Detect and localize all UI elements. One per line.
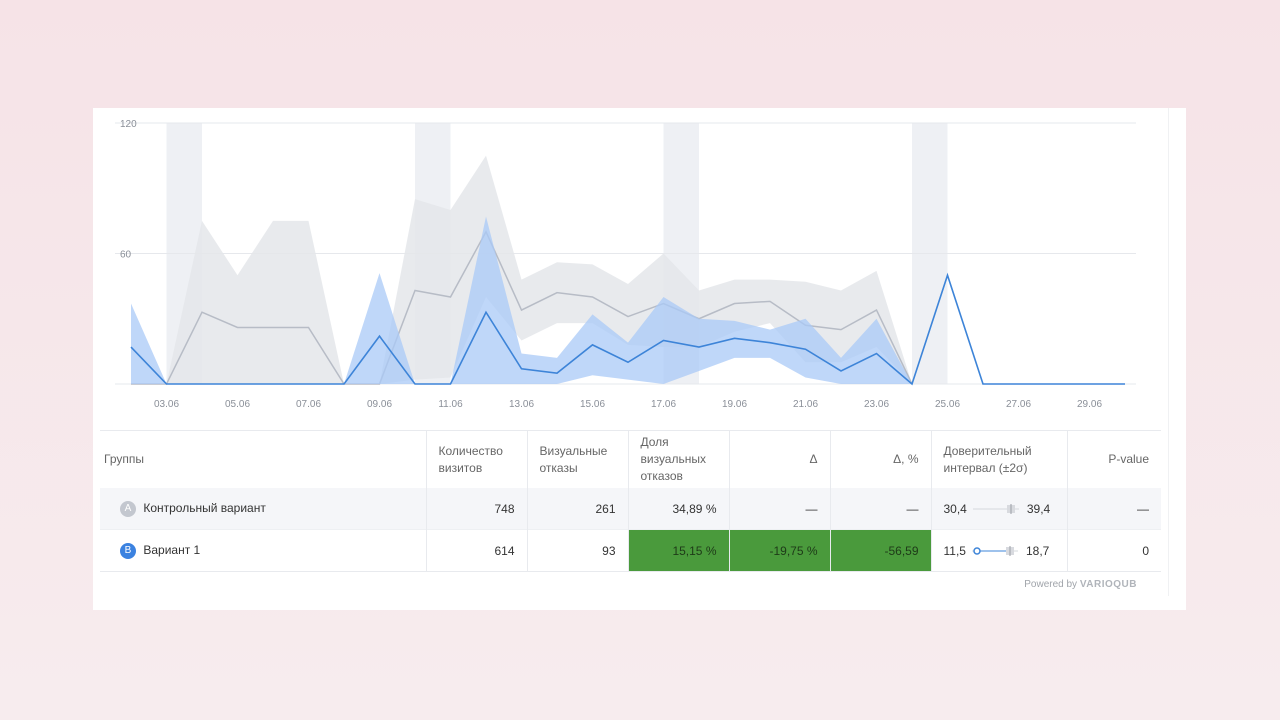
delta-pct-cell: -56,59	[830, 529, 932, 572]
variant-name: Вариант 1	[143, 542, 201, 557]
ci-high: 18,7	[1025, 543, 1050, 558]
x-tick-label: 09.06	[367, 399, 392, 408]
y-tick-label: 120	[120, 119, 137, 130]
table-header-row: Группы Количество визитов Визуальные отк…	[100, 430, 1161, 488]
ci-low: 30,4	[943, 501, 967, 516]
header-delta-pct[interactable]: Δ, %	[830, 430, 932, 488]
powered-by[interactable]: Powered by VARIOQUB	[1024, 579, 1137, 590]
visits-cell: 748	[426, 488, 528, 530]
ci-cell: 30,4 39,4	[931, 488, 1068, 530]
x-tick-label: 03.06	[154, 399, 179, 408]
bounces-cell: 261	[527, 488, 629, 530]
ci-range-icon	[971, 545, 1018, 556]
bounce-chart: 120 60 03.06 05.06 07.06 09.06 11.06 13.06 15.06…	[115, 119, 1136, 408]
header-delta[interactable]: Δ	[729, 430, 831, 488]
x-tick-label: 17.06	[651, 399, 676, 408]
brand-logo: VARIOQUB	[1079, 579, 1137, 590]
header-visits[interactable]: Количество визитов	[426, 430, 528, 488]
report-card: 120 60 03.06 05.06 07.06 09.06 11.06 13.06 15.06…	[93, 108, 1186, 610]
x-tick-label: 15.06	[580, 399, 605, 408]
ci-range-icon	[972, 503, 1019, 514]
x-tick-label: 13.06	[509, 399, 534, 408]
x-tick-label: 27.06	[1006, 399, 1031, 408]
x-tick-label: 05.06	[225, 399, 250, 408]
table-row[interactable]: A Контрольный вариант 748 261 34,89 % — …	[100, 488, 1161, 530]
x-tick-label: 21.06	[793, 399, 818, 408]
table-row[interactable]: B Вариант 1 614 93 15,15 % -19,75 % -56,…	[100, 529, 1161, 572]
pvalue-cell: —	[1067, 488, 1161, 530]
variant-badge: A	[120, 500, 136, 517]
bounces-cell: 93	[527, 529, 629, 572]
ci-low: 11,5	[943, 543, 966, 558]
ci-cell: 11,5 18,7	[931, 529, 1068, 572]
header-ci[interactable]: Доверительный интервал (±2σ)	[931, 430, 1068, 488]
card-edge	[1168, 108, 1169, 596]
pvalue-cell: 0	[1067, 529, 1161, 572]
ci-high: 39,4	[1026, 501, 1051, 516]
powered-by-text: Powered by	[1024, 579, 1078, 590]
confidence-band	[131, 216, 1125, 384]
x-tick-label: 11.06	[438, 399, 463, 408]
delta-cell: -19,75 %	[729, 529, 831, 572]
variant-name: Контрольный вариант	[143, 500, 266, 515]
x-tick-label: 19.06	[722, 399, 747, 408]
y-tick-label: 60	[120, 250, 132, 261]
results-table: Группы Количество визитов Визуальные отк…	[100, 430, 1161, 572]
header-groups[interactable]: Группы	[100, 430, 427, 488]
x-tick-label: 23.06	[864, 399, 889, 408]
x-tick-label: 07.06	[296, 399, 321, 408]
visits-cell: 614	[426, 529, 528, 572]
bounce-share-cell: 34,89 %	[628, 488, 730, 530]
header-bounces[interactable]: Визуальные отказы	[527, 430, 629, 488]
delta-pct-cell: —	[830, 488, 932, 530]
bounce-share-cell: 15,15 %	[628, 529, 730, 572]
delta-cell: —	[729, 488, 831, 530]
x-tick-label: 29.06	[1077, 399, 1102, 408]
variant-badge: B	[120, 542, 136, 559]
x-tick-label: 25.06	[935, 399, 960, 408]
header-pvalue[interactable]: P-value	[1108, 452, 1149, 466]
header-bounce-share[interactable]: Доля визуальных отказов	[628, 430, 730, 488]
